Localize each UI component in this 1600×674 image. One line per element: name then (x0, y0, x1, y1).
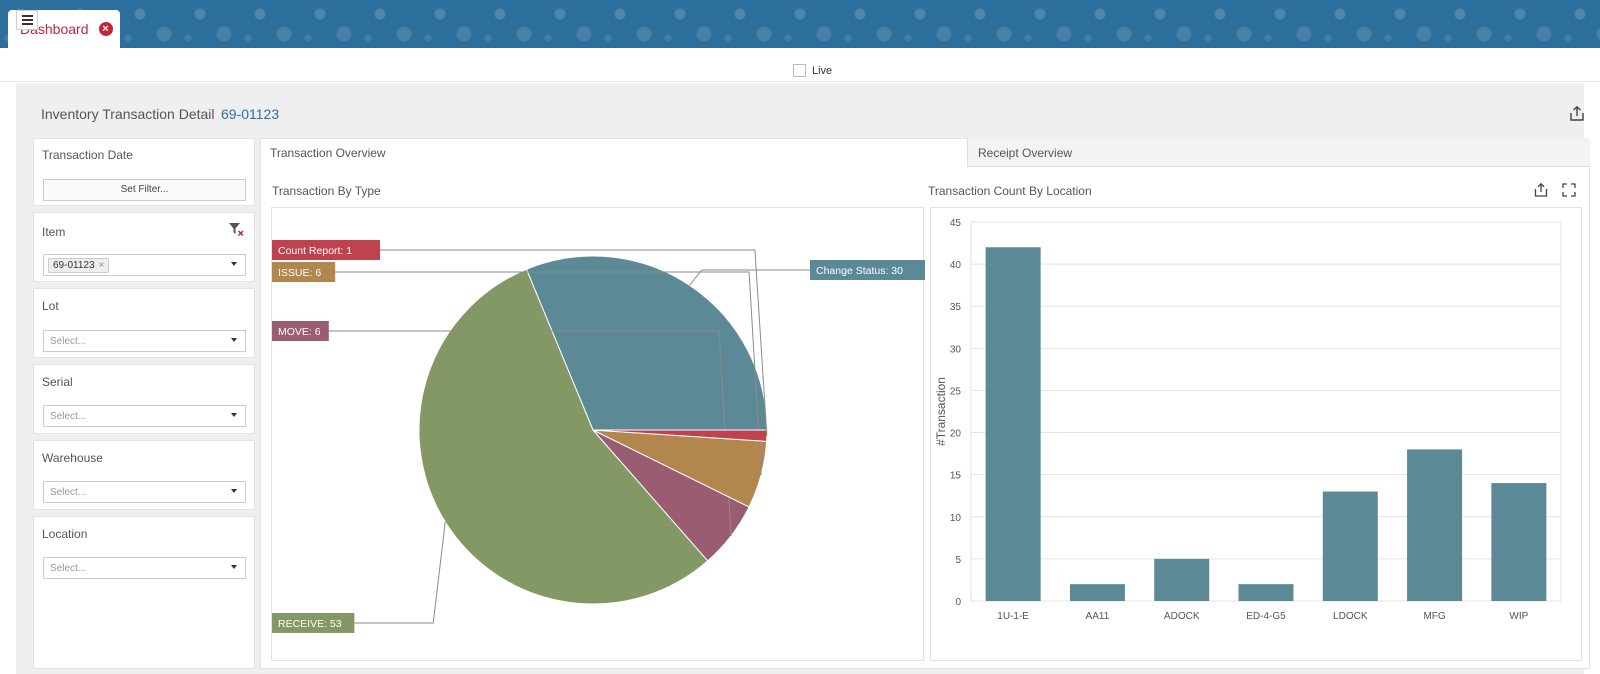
serial-select[interactable]: Select... (43, 405, 246, 427)
x-tick-label: AA11 (1086, 611, 1110, 622)
pie-label-box (810, 260, 931, 280)
y-tick-label: 10 (950, 513, 962, 524)
plot-frame (970, 221, 1562, 602)
pie-leader-line (689, 269, 810, 286)
filter-clear-icon[interactable] (228, 221, 244, 237)
bar-mfg[interactable] (1407, 449, 1463, 601)
filter-label: Serial (42, 375, 73, 389)
filter-card-serial: Serial Select... (33, 364, 255, 434)
chip-remove-icon[interactable]: × (98, 260, 105, 271)
x-tick-label: 1U-1-E (997, 611, 1029, 622)
y-tick-label: 35 (950, 302, 962, 313)
close-icon[interactable]: × (98, 22, 113, 36)
filter-label: Lot (42, 299, 59, 313)
chevron-down-icon (231, 338, 237, 342)
page-title: Inventory Transaction Detail (41, 106, 215, 122)
chevron-down-icon (231, 565, 237, 569)
pie-label-box (272, 613, 355, 633)
filter-card-warehouse: Warehouse Select... (33, 440, 255, 510)
set-filter-button[interactable]: Set Filter... (43, 179, 246, 201)
page-item-id: 69-01123 (221, 106, 280, 122)
chevron-down-icon (231, 262, 237, 266)
pie-label-box (272, 240, 380, 260)
pie-data-label: ISSUE: 6 (278, 267, 321, 279)
pie-label-box (272, 321, 329, 341)
x-tick-label: MFG (1423, 611, 1445, 622)
export-icon[interactable] (1568, 105, 1586, 123)
pie-data-label: RECEIVE: 53 (278, 618, 342, 630)
bar-1u-1-e[interactable] (985, 247, 1041, 601)
tab-receipt-overview[interactable]: Receipt Overview (967, 138, 1590, 167)
bar-chart: 0 5 10 15 20 25 30 35 40 45 #Transaction 1U-1-E AA11… (934, 218, 1562, 622)
item-chip-label: 69-01123 (53, 260, 95, 271)
pie-slice-change-status[interactable] (525, 255, 768, 431)
location-placeholder: Select... (50, 563, 87, 574)
item-select[interactable]: 69-01123 × (43, 254, 246, 276)
x-tick-label: WIP (1509, 611, 1528, 622)
warehouse-select[interactable]: Select... (43, 481, 246, 503)
pie-data-label: MOVE: 6 (278, 326, 321, 338)
serial-placeholder: Select... (50, 411, 87, 422)
bar-chart-box: 0 5 10 15 20 25 30 35 40 45 #Transaction 1U-1-E AA11… (930, 207, 1582, 661)
live-label: Live (812, 64, 833, 77)
pie-slice-receive[interactable] (418, 268, 709, 605)
expand-icon[interactable] (1561, 182, 1577, 198)
pie-data-label: Count Report: 1 (278, 245, 352, 257)
live-checkbox[interactable] (793, 64, 806, 77)
y-axis-label: #Transaction (934, 377, 948, 446)
pie-leader-line (380, 249, 768, 436)
tab-receipt-label: Receipt Overview (978, 146, 1073, 160)
lot-select[interactable]: Select... (43, 330, 246, 352)
x-tick-label: ED-4-G5 (1246, 611, 1286, 622)
live-toggle[interactable]: Live (793, 64, 832, 77)
bar-chart-title: Transaction Count By Location (928, 184, 1092, 198)
pie-data-label: Change Status: 30 (816, 265, 903, 277)
chevron-down-icon (231, 413, 237, 417)
bar-aa11[interactable] (1069, 584, 1125, 601)
bar-ldock[interactable] (1322, 491, 1378, 601)
filter-card-transaction-date: Transaction Date Set Filter... (33, 138, 255, 206)
pie-label-box (272, 262, 336, 282)
top-banner (0, 0, 1600, 48)
filter-label: Warehouse (42, 451, 103, 465)
pie-chart-box: Change Status: 30 RECEIVE: 53 MOVE: 6 ISSUE… (271, 207, 931, 661)
y-tick-label: 30 (950, 344, 962, 355)
y-tick-label: 45 (950, 218, 962, 229)
pie-chart: Change Status: 30 RECEIVE: 53 MOVE: 6 ISSUE… (272, 240, 931, 633)
bar-wip[interactable] (1491, 483, 1547, 601)
y-tick-label: 5 (955, 555, 961, 566)
y-tick-label: 0 (955, 597, 961, 608)
pie-leader-line (335, 271, 762, 476)
filter-label: Transaction Date (42, 148, 133, 162)
filter-label: Item (42, 225, 66, 239)
warehouse-placeholder: Select... (50, 487, 87, 498)
pie-leader-line (354, 521, 446, 624)
location-select[interactable]: Select... (43, 557, 246, 579)
filter-card-lot: Lot Select... (33, 288, 255, 358)
lot-placeholder: Select... (50, 336, 87, 347)
filter-label: Location (42, 527, 88, 541)
x-tick-label: ADOCK (1164, 611, 1200, 622)
filter-card-item: Item 69-01123 × (33, 212, 255, 282)
y-tick-label: 20 (950, 429, 962, 440)
y-tick-label: 15 (950, 471, 962, 482)
pie-chart-title: Transaction By Type (272, 184, 381, 198)
y-tick-label: 25 (950, 386, 962, 397)
filter-card-location: Location Select... (33, 516, 255, 669)
x-tick-label: LDOCK (1333, 611, 1368, 622)
y-tick-label: 40 (950, 260, 962, 271)
chevron-down-icon (231, 489, 237, 493)
bar-adock[interactable] (1154, 558, 1210, 601)
tab-transaction-overview[interactable]: Transaction Overview (270, 146, 386, 160)
bar-ed-4-g5[interactable] (1238, 584, 1294, 601)
item-chip: 69-01123 × (48, 258, 110, 273)
export-icon[interactable] (1533, 182, 1549, 198)
menu-button[interactable] (16, 10, 38, 30)
